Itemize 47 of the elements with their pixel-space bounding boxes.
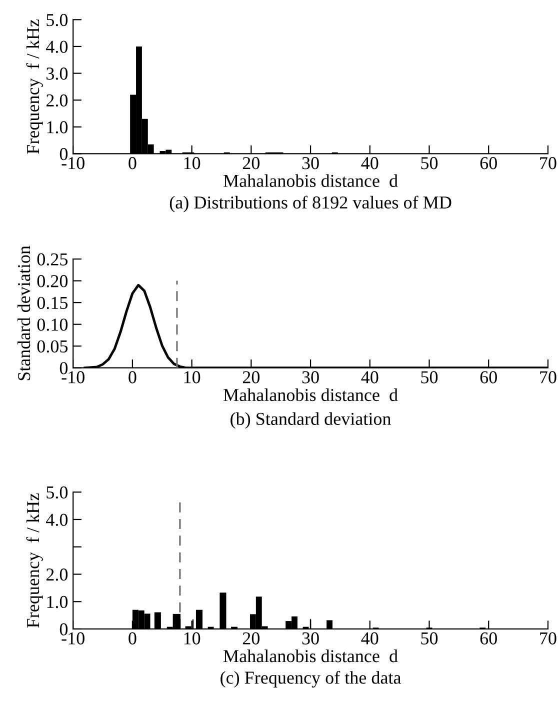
x-tick-label: 10 — [184, 371, 200, 384]
x-axis-title: Mahalanobis distance d — [224, 388, 398, 402]
x-tick-label: 50 — [421, 157, 438, 170]
x-tick-label: 70 — [540, 157, 556, 170]
y-tick-label: 1.0 — [47, 121, 68, 134]
x-tick-label: 20 — [242, 157, 260, 170]
y-axis-title: Standard deviation — [17, 246, 30, 380]
x-tick-label: 10 — [184, 632, 200, 644]
y-tick-label: 2.0 — [46, 94, 68, 107]
x-tick-label: 40 — [361, 157, 378, 170]
x-tick-label: 0 — [128, 157, 136, 170]
y-tick-label: 3.0 — [46, 68, 68, 80]
text: (c) Frequency of the data — [220, 670, 402, 688]
text: (b) Standard deviation — [230, 412, 391, 429]
y-tick-label: 1.0 — [47, 596, 68, 608]
x-tick-label: 70 — [540, 371, 556, 384]
x-tick-label: 30 — [302, 371, 319, 384]
x-tick-label: 50 — [421, 371, 438, 384]
x-tick-label: 50 — [421, 632, 438, 644]
y-tick-label: 0.20 — [37, 275, 68, 288]
x-tick-label: 0 — [128, 632, 136, 644]
y-tick-label: 2.0 — [46, 568, 68, 581]
x-axis-title: Mahalanobis distance d — [224, 650, 398, 662]
x-tick-label: 30 — [302, 632, 319, 644]
x-tick-label: 10 — [184, 157, 200, 170]
y-tick-label: 0.15 — [37, 296, 68, 310]
y-tick-label: 5.0 — [46, 486, 68, 499]
x-tick-label: 40 — [361, 632, 378, 644]
y-tick-label: 4.0 — [46, 514, 68, 526]
y-tick-label: 0.10 — [37, 318, 68, 331]
x-tick-label: 60 — [480, 632, 497, 644]
x-tick-label: 0 — [128, 371, 136, 384]
y-tick-label: 0.25 — [37, 253, 68, 266]
y-tick-label: 4.0 — [46, 40, 68, 53]
x-tick-label: 40 — [361, 371, 378, 384]
y-tick-label: 5.0 — [46, 14, 68, 26]
x-tick-label: 60 — [480, 157, 497, 170]
y-tick-label: 0.05 — [37, 340, 68, 353]
x-tick-label: 60 — [480, 371, 497, 384]
y-axis-title: Frequency f / kHz — [26, 493, 43, 628]
x-tick-label: 70 — [540, 632, 556, 644]
text: (a) Distributions of 8192 values of MD — [170, 196, 452, 212]
x-tick-label: 20 — [242, 371, 260, 384]
y-axis-title: Frequency f / kHz — [26, 20, 43, 154]
x-axis-title: Mahalanobis distance d — [224, 174, 398, 187]
x-tick-label: 20 — [242, 632, 260, 644]
x-tick-label: 30 — [302, 157, 319, 170]
